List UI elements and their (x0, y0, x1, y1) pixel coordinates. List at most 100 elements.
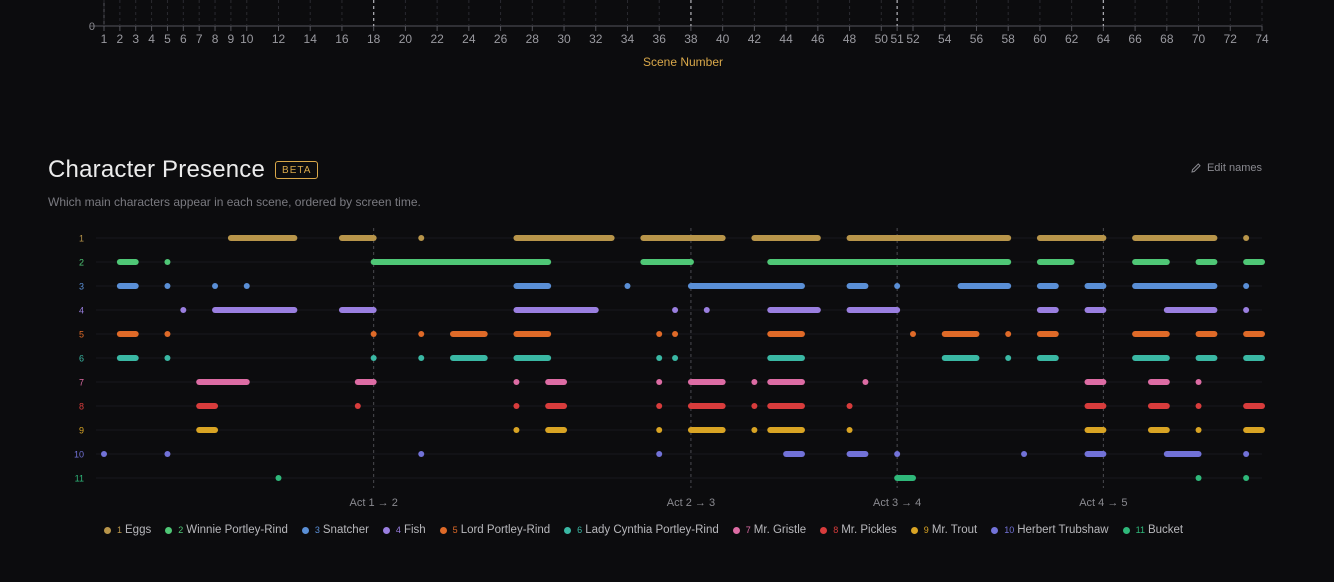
x-tick-label: 42 (748, 32, 762, 46)
presence-point (1243, 307, 1250, 313)
x-tick-label: 16 (335, 32, 349, 46)
presence-point (751, 379, 758, 385)
row-label: 10 (74, 450, 84, 460)
x-tick-label: 64 (1097, 32, 1111, 46)
row-label: 7 (79, 378, 84, 388)
presence-point (164, 451, 171, 457)
presence-point (513, 427, 520, 433)
presence-point (275, 475, 282, 481)
x-tick-label: 10 (240, 32, 254, 46)
legend-name: Mr. Trout (931, 524, 978, 536)
legend-rank: 2 (178, 525, 184, 535)
legend-swatch (104, 526, 111, 534)
x-tick-label: 54 (938, 32, 952, 46)
presence-point (656, 427, 663, 433)
x-tick-label: 51 (890, 32, 904, 46)
presence-point (354, 403, 361, 409)
legend-name: Mr. Gristle (753, 524, 807, 536)
presence-point (164, 331, 171, 337)
presence-point (703, 307, 710, 313)
edit-names-button[interactable]: Edit names (1190, 162, 1262, 174)
presence-point (656, 355, 663, 361)
presence-point (656, 403, 663, 409)
presence-point (1243, 235, 1250, 241)
presence-point (101, 451, 107, 457)
legend-item: 11 Bucket (1122, 524, 1184, 536)
presence-point (513, 403, 520, 409)
act-break-label: Act 2 → 3 (667, 497, 715, 509)
legend-item: 5 Lord Portley-Rind (439, 524, 550, 536)
legend-item: 2 Winnie Portley-Rind (165, 524, 288, 536)
presence-point (656, 379, 663, 385)
x-tick-label: 52 (906, 32, 920, 46)
legend-name: Bucket (1147, 524, 1184, 536)
presence-point (751, 427, 758, 433)
legend-item: 10 Herbert Trubshaw (991, 524, 1109, 536)
x-tick-label: 34 (621, 32, 635, 46)
x-tick-label: 48 (843, 32, 857, 46)
act-break-label: Act 1 → 2 (350, 497, 398, 509)
x-tick-label: 58 (1002, 32, 1016, 46)
presence-point (751, 403, 758, 409)
legend-item: 1 Eggs (104, 524, 151, 536)
legend-rank: 7 (745, 525, 751, 535)
legend-rank: 10 (1004, 525, 1015, 535)
presence-point (1005, 331, 1012, 337)
x-tick-label: 6 (180, 32, 187, 46)
legend-item: 9 Mr. Trout (910, 524, 978, 536)
row-label: 1 (79, 234, 84, 244)
x-tick-label: 44 (779, 32, 793, 46)
x-tick-label: 70 (1192, 32, 1206, 46)
legend-rank: 3 (314, 525, 320, 535)
x-tick-label: 62 (1065, 32, 1079, 46)
legend-item: 3 Snatcher (301, 524, 369, 536)
legend-swatch (439, 526, 447, 534)
presence-point (180, 307, 187, 313)
x-tick-label: 32 (589, 32, 603, 46)
x-tick-label: 28 (526, 32, 540, 46)
presence-point (1243, 283, 1250, 289)
row-label: 4 (79, 306, 84, 316)
y-tick-label: 0 (89, 21, 95, 33)
x-tick-label: 18 (367, 32, 381, 46)
presence-point (418, 235, 425, 241)
presence-point (624, 283, 631, 289)
presence-point (656, 331, 663, 337)
x-tick-label: 20 (399, 32, 413, 46)
x-tick-label: 60 (1033, 32, 1047, 46)
legend-swatch (820, 526, 828, 534)
presence-point (164, 355, 171, 361)
row-label: 11 (75, 474, 84, 484)
x-tick-label: 56 (970, 32, 984, 46)
x-tick-label: 72 (1224, 32, 1238, 46)
row-label: 6 (79, 354, 84, 364)
presence-point (164, 283, 171, 289)
x-tick-label: 1 (101, 32, 108, 46)
legend-name: Eggs (125, 524, 152, 536)
presence-point (894, 451, 901, 457)
section-header: Character Presence BETA (48, 156, 319, 184)
presence-point (672, 331, 679, 337)
legend-swatch (732, 526, 740, 534)
legend-name: Fish (403, 524, 426, 536)
x-tick-label: 30 (557, 32, 571, 46)
legend-swatch (165, 526, 173, 534)
presence-point (370, 355, 377, 361)
presence-point (418, 451, 425, 457)
presence-point (894, 283, 901, 289)
x-tick-label: 46 (811, 32, 825, 46)
act-break-label: Act 4 → 5 (1079, 497, 1127, 509)
legend-swatch (564, 526, 572, 534)
x-tick-label: 12 (272, 32, 286, 46)
presence-point (656, 451, 663, 457)
x-tick-label: 3 (132, 32, 139, 46)
legend-item: 7 Mr. Gristle (732, 524, 807, 536)
legend-swatch (301, 526, 309, 534)
beta-badge: BETA (275, 161, 319, 179)
row-label: 5 (79, 330, 84, 340)
x-tick-label: 24 (462, 32, 476, 46)
pencil-icon (1191, 163, 1201, 173)
legend-rank: 9 (923, 525, 929, 535)
presence-point (212, 283, 219, 289)
presence-point (1243, 451, 1250, 457)
